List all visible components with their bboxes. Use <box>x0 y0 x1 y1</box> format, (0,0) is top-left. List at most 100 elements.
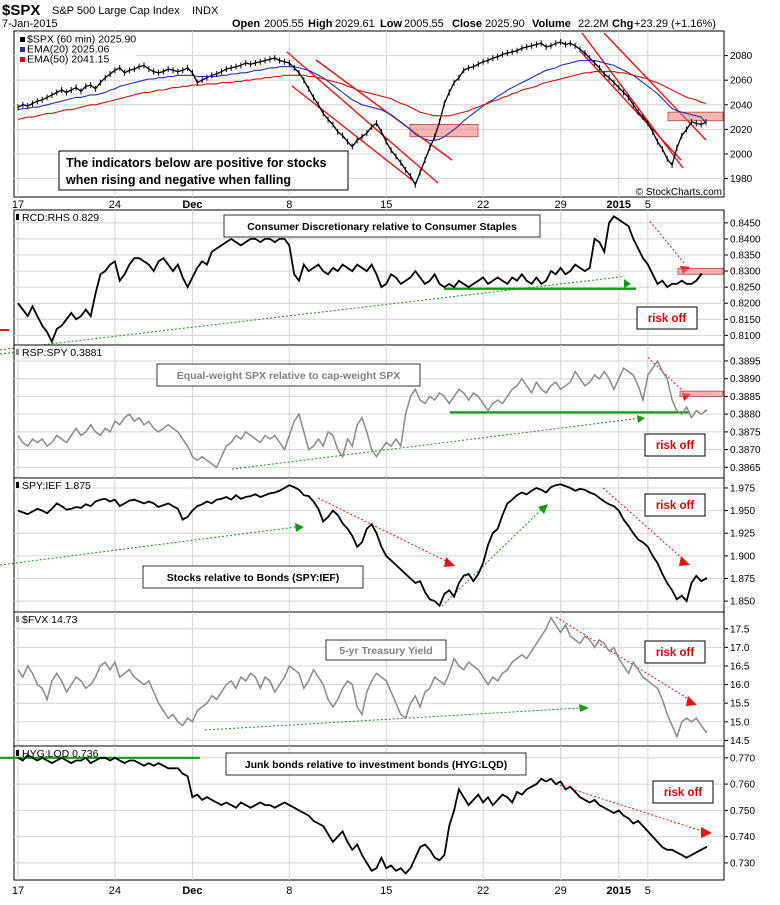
trend-arrow-head <box>686 696 697 706</box>
x-tick-label: 5 <box>645 885 651 897</box>
panel-frame <box>13 611 725 747</box>
x-tick-label: 29 <box>555 885 567 897</box>
y-tick-label: 1.850 <box>730 597 755 608</box>
risk-off-label: risk off <box>656 440 695 452</box>
y-tick-label: 1.950 <box>730 506 755 517</box>
panel-spx-price: 1980 2000 2020 2040 2060 2080 $SPX (60 min) 20… <box>13 30 753 198</box>
trend-arrow-head <box>579 704 589 712</box>
annotation-box: Junk bonds relative to investment bonds … <box>225 752 527 776</box>
trend-arrow-head <box>701 827 712 838</box>
y-tick-label: 1.925 <box>730 529 755 540</box>
panel-rcd-rhs: 0.8100 0.8150 0.8200 0.8250 0.8300 0.8350 0.84… <box>0 209 761 351</box>
falling-trend-line <box>317 497 449 563</box>
y-tick-label: 1.900 <box>730 551 755 562</box>
panel-legend: HYG:LQD 0.736 <box>22 748 99 760</box>
risk-off-frame <box>636 306 698 330</box>
y-tick-label: 2060 <box>730 76 753 87</box>
resistance-zone <box>679 390 724 397</box>
legend-swatch <box>16 214 19 220</box>
x-tick-label: 15 <box>380 885 392 897</box>
legend-box <box>18 33 136 64</box>
annotation-text: Equal-weight SPX relative to cap-weight … <box>177 370 400 382</box>
annotation-frame <box>223 214 541 238</box>
y-tick-label: 0.740 <box>730 832 755 843</box>
risk-off-frame <box>644 493 706 517</box>
series-line-ema-20- <box>17 59 707 141</box>
legend-swatch <box>16 750 19 756</box>
trend-arrow-head <box>624 279 631 288</box>
legend-swatch <box>16 616 19 622</box>
risk-off-badge: risk off <box>644 433 706 457</box>
annotation-text: Stocks relative to Bonds (SPY:IEF) <box>167 572 340 584</box>
rising-trend-line <box>231 417 639 470</box>
y-tick-label: 2080 <box>730 51 753 62</box>
panel-legend: SPY:IEF 1.875 <box>22 480 91 492</box>
y-tick-label: 2000 <box>730 149 753 160</box>
risk-off-frame <box>644 640 706 664</box>
trend-channel-line <box>581 32 684 169</box>
y-tick-label: 0.8400 <box>730 234 761 245</box>
annotation-box: 5-yr Treasury Yield <box>325 639 447 661</box>
legend-entry: $SPX (60 min) 2025.90 <box>27 34 136 46</box>
series-endpoint <box>704 409 708 412</box>
y-tick-label: 0.3880 <box>730 410 761 421</box>
x-tick-label: 17 <box>12 885 24 897</box>
legend-swatch <box>16 349 19 355</box>
low-value: 2005.55 <box>404 18 444 30</box>
rising-trend-line <box>204 707 581 731</box>
x-tick-label: 8 <box>286 199 292 211</box>
callout-frame <box>58 150 349 191</box>
series-line-ema-50- <box>17 71 707 121</box>
panel--fvx: 14.5 15.0 15.5 16.0 16.5 17.0 17.5 $FVX 14.73 5-… <box>13 611 750 747</box>
panel-legend: RCD:RHS 0.829 <box>22 212 99 224</box>
trend-channel-line <box>286 51 439 184</box>
resistance-zone <box>409 124 479 138</box>
x-tick-label: 8 <box>286 885 292 897</box>
callout-line: The indicators below are positive for st… <box>66 156 327 170</box>
risk-off-label: risk off <box>664 787 703 799</box>
trend-channel-line <box>580 51 682 161</box>
open-value: 2005.55 <box>264 18 304 30</box>
annotation-text: 5-yr Treasury Yield <box>339 645 432 657</box>
chg-value: +23.29 (+1.16%) <box>634 18 716 30</box>
y-tick-label: 0.8150 <box>730 315 761 326</box>
y-tick-label: 17.5 <box>730 624 750 635</box>
y-tick-label: 16.5 <box>730 661 750 672</box>
annotation-box: Equal-weight SPX relative to cap-weight … <box>156 363 421 387</box>
resistance-zone <box>667 111 724 122</box>
risk-off-frame <box>644 433 706 457</box>
callout-line: when rising and negative when falling <box>65 173 291 187</box>
trend-channel-line <box>603 32 707 141</box>
x-tick-label: 15 <box>380 199 392 211</box>
x-tick-label: 24 <box>109 199 121 211</box>
close-label: Close <box>452 18 482 30</box>
y-tick-label: 0.8450 <box>730 218 761 229</box>
annotation-box: Consumer Discretionary relative to Consu… <box>223 214 541 238</box>
y-tick-label: 1.975 <box>730 483 755 494</box>
x-tick-label: 29 <box>555 199 567 211</box>
rising-trend-line <box>0 276 625 351</box>
x-tick-label: 2015 <box>607 885 631 897</box>
exchange: INDX <box>192 5 219 17</box>
trend-arrow-head <box>679 556 690 566</box>
series-endpoint <box>704 845 708 849</box>
trend-channel-line <box>315 59 453 161</box>
x-tick-label: 2015 <box>607 199 631 211</box>
y-tick-label: 0.3895 <box>730 356 761 367</box>
watermark: © StockCharts.com <box>636 187 722 198</box>
annotation-text: Junk bonds relative to investment bonds … <box>245 759 508 771</box>
risk-off-badge: risk off <box>644 640 706 664</box>
x-tick-label: 17 <box>12 199 24 211</box>
close-value: 2025.90 <box>485 18 525 30</box>
risk-off-label: risk off <box>656 647 695 659</box>
rising-trend-line <box>0 351 19 355</box>
risk-off-label: risk off <box>656 500 695 512</box>
high-value: 2029.61 <box>335 18 375 30</box>
y-tick-label: 0.750 <box>730 806 755 817</box>
trend-channel-line <box>291 85 413 181</box>
y-tick-label: 0.760 <box>730 780 755 791</box>
y-tick-label: 0.3890 <box>730 374 761 385</box>
y-tick-label: 1980 <box>730 174 753 185</box>
y-tick-label: 0.770 <box>730 753 755 764</box>
